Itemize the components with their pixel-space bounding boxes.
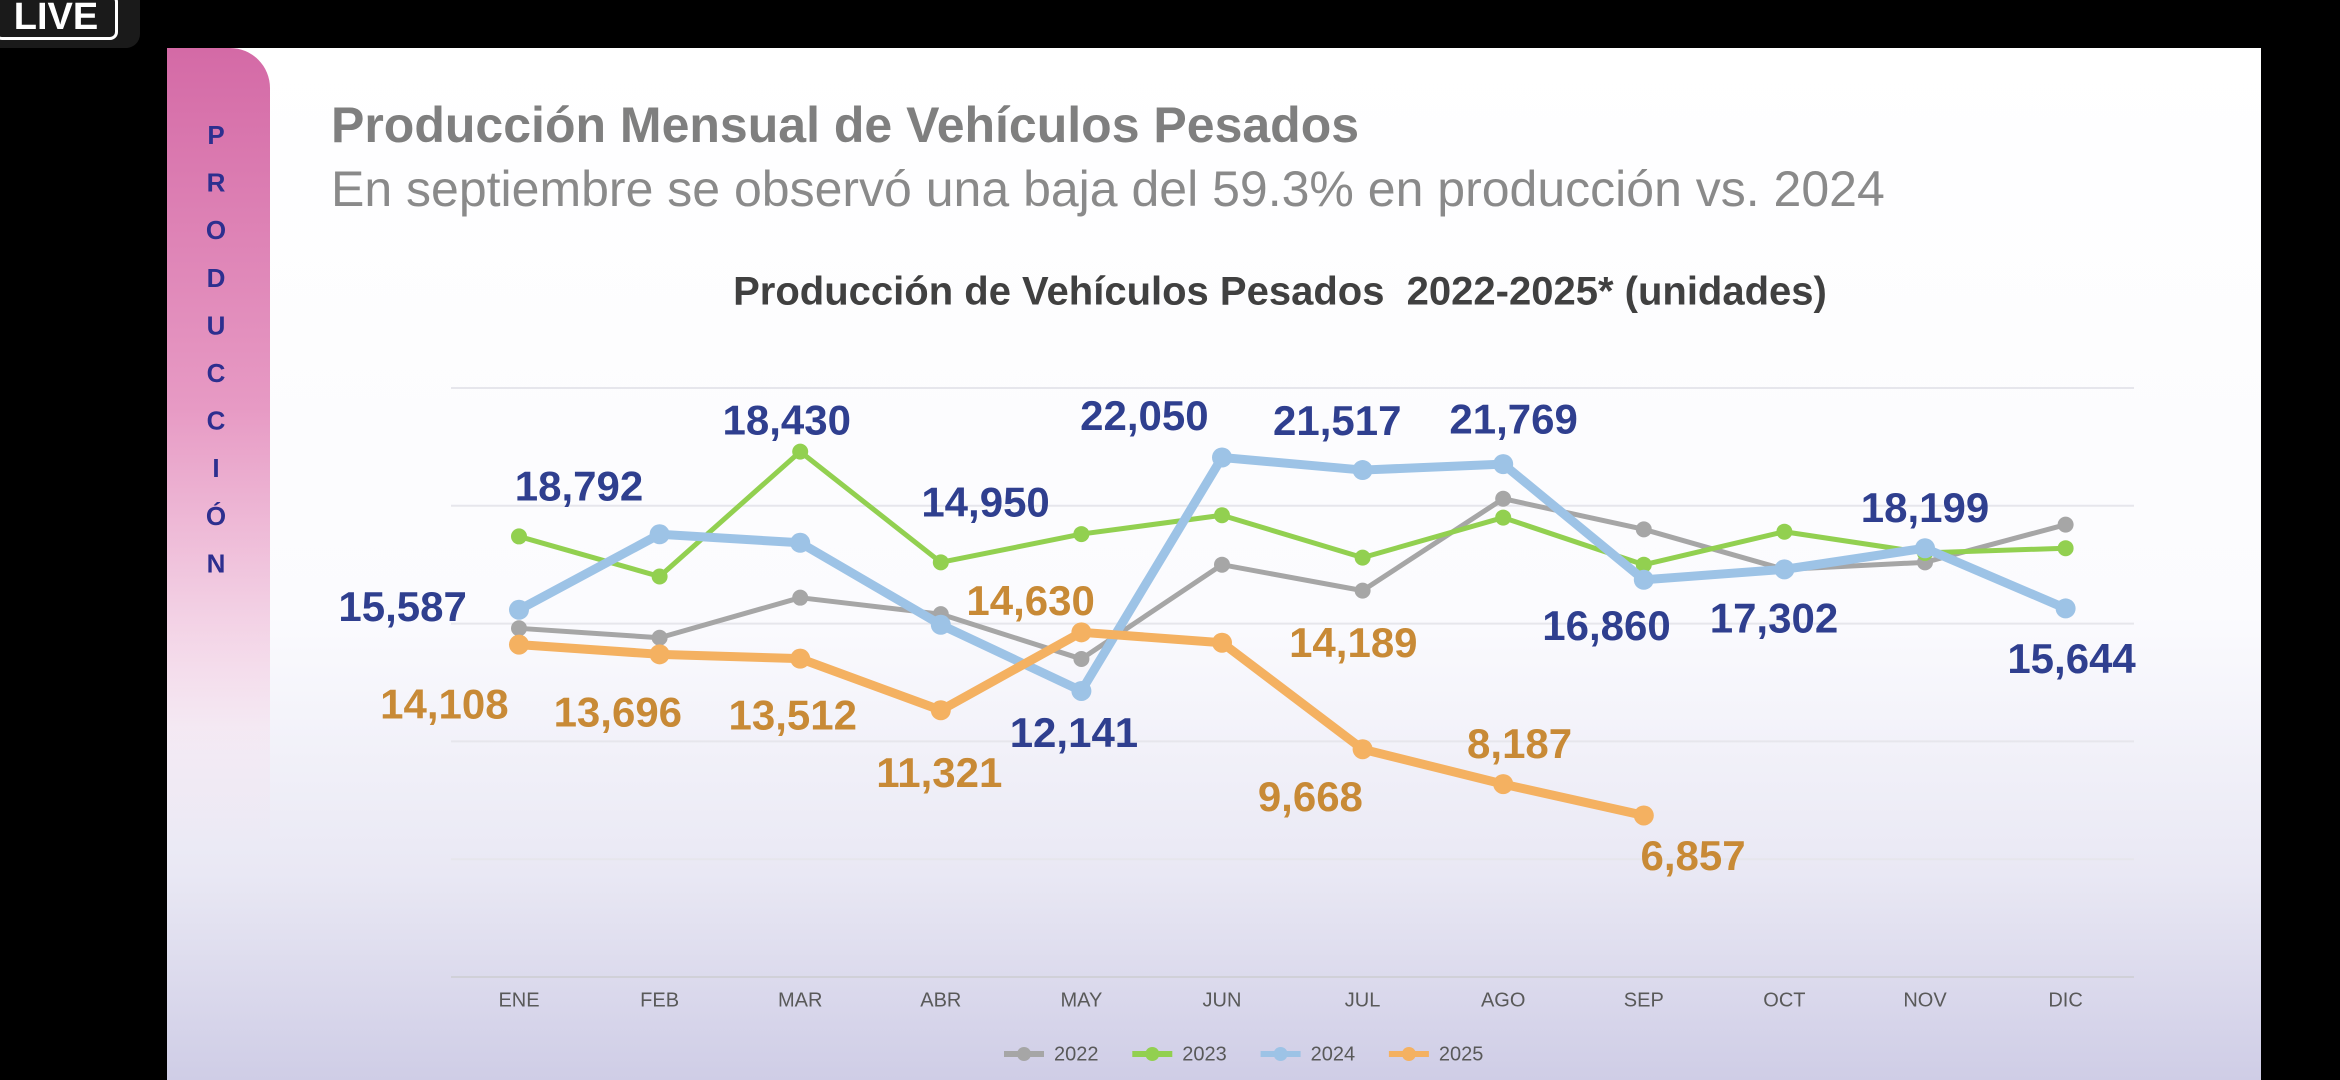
data-label: 9,668 bbox=[1258, 773, 1363, 820]
data-label: 18,199 bbox=[1861, 484, 1989, 531]
series-line bbox=[514, 453, 2071, 696]
data-point bbox=[1495, 509, 1512, 526]
data-point bbox=[2057, 516, 2074, 533]
data-point bbox=[2055, 598, 2076, 619]
legend-label: 2022 bbox=[1054, 1043, 1099, 1065]
legend-label: 2025 bbox=[1439, 1043, 1484, 1065]
data-label: 18,430 bbox=[723, 396, 851, 443]
data-point bbox=[1073, 526, 1090, 543]
data-point bbox=[651, 568, 668, 585]
data-point bbox=[1633, 569, 1654, 590]
data-point bbox=[511, 528, 527, 545]
data-label: 12,141 bbox=[1010, 709, 1138, 756]
data-point bbox=[1774, 559, 1795, 580]
chart-title: Producción de Vehículos Pesados 2022-202… bbox=[733, 270, 1827, 314]
x-tick-label: NOV bbox=[1903, 989, 1947, 1011]
data-point bbox=[1214, 556, 1230, 573]
data-point bbox=[930, 614, 951, 635]
data-point bbox=[1073, 650, 1090, 667]
data-point bbox=[1354, 582, 1371, 599]
data-label: 14,108 bbox=[380, 680, 508, 727]
data-label: 14,189 bbox=[1289, 619, 1417, 666]
data-label: 13,696 bbox=[554, 689, 682, 736]
data-label: 18,792 bbox=[515, 463, 643, 510]
data-point bbox=[649, 644, 670, 665]
data-point bbox=[2057, 540, 2074, 557]
legend-swatch-dot bbox=[1401, 1047, 1416, 1061]
x-tick-label: MAY bbox=[1060, 989, 1102, 1011]
slide-subtitle: En septiembre se observó una baja del 59… bbox=[331, 161, 1885, 217]
legend-label: 2023 bbox=[1182, 1043, 1227, 1065]
data-point bbox=[1354, 549, 1371, 566]
x-tick-label: ENE bbox=[498, 989, 539, 1011]
data-label: 21,769 bbox=[1449, 395, 1577, 442]
data-point bbox=[1635, 521, 1652, 538]
data-point bbox=[930, 700, 951, 721]
data-label: 8,187 bbox=[1467, 720, 1572, 767]
data-point bbox=[1776, 523, 1793, 540]
legend-swatch-dot bbox=[1145, 1047, 1160, 1061]
data-point bbox=[1633, 805, 1654, 826]
side-bar bbox=[167, 48, 270, 848]
legend-swatch-dot bbox=[1017, 1047, 1031, 1061]
data-point bbox=[1915, 538, 1935, 559]
data-point bbox=[1352, 460, 1373, 481]
x-tick-label: MAR bbox=[778, 989, 822, 1011]
legend-label: 2024 bbox=[1311, 1043, 1356, 1065]
data-point bbox=[1212, 632, 1232, 653]
x-tick-label: JUL bbox=[1345, 989, 1381, 1011]
data-label: 17,302 bbox=[1710, 595, 1838, 642]
side-label: PRODUCCIÓN bbox=[201, 120, 231, 596]
live-area: LIVE bbox=[0, 0, 140, 48]
x-tick-label: DIC bbox=[2048, 989, 2082, 1011]
data-point bbox=[649, 524, 670, 545]
data-label: 16,860 bbox=[1542, 602, 1670, 649]
data-point bbox=[651, 629, 668, 646]
data-point bbox=[1214, 507, 1230, 524]
data-label: 14,630 bbox=[966, 577, 1094, 624]
x-tick-label: JUN bbox=[1203, 989, 1242, 1011]
data-point bbox=[1352, 739, 1373, 760]
data-point bbox=[792, 589, 809, 606]
data-point bbox=[1635, 556, 1652, 573]
data-label: 15,587 bbox=[338, 583, 466, 630]
data-point bbox=[1493, 774, 1514, 795]
x-tick-label: AGO bbox=[1481, 989, 1525, 1011]
data-label: 6,857 bbox=[1640, 832, 1745, 879]
series-line bbox=[516, 449, 2069, 579]
slide-title: Producción Mensual de Vehículos Pesados bbox=[331, 97, 1360, 153]
data-point bbox=[511, 620, 527, 637]
data-point bbox=[792, 443, 809, 460]
data-point bbox=[1212, 447, 1232, 468]
data-label: 22,050 bbox=[1080, 392, 1208, 439]
live-badge: LIVE bbox=[0, 0, 118, 40]
data-label: 15,644 bbox=[2007, 635, 2136, 682]
data-point bbox=[1071, 680, 1092, 701]
data-point bbox=[790, 532, 811, 553]
x-tick-label: OCT bbox=[1763, 989, 1805, 1011]
x-tick-label: SEP bbox=[1624, 989, 1664, 1011]
data-label: 11,321 bbox=[876, 749, 1002, 796]
x-tick-label: FEB bbox=[640, 989, 679, 1011]
data-point bbox=[509, 599, 529, 620]
data-label: 14,950 bbox=[921, 478, 1049, 525]
x-tick-label: ABR bbox=[920, 989, 961, 1011]
data-point bbox=[790, 648, 811, 669]
data-point bbox=[932, 554, 949, 571]
data-point bbox=[1493, 454, 1514, 475]
data-label: 13,512 bbox=[729, 691, 857, 738]
data-point bbox=[1495, 490, 1512, 507]
legend-swatch-dot bbox=[1273, 1047, 1288, 1061]
data-point bbox=[1071, 622, 1092, 643]
data-point bbox=[509, 634, 529, 655]
data-label: 21,517 bbox=[1273, 397, 1401, 444]
